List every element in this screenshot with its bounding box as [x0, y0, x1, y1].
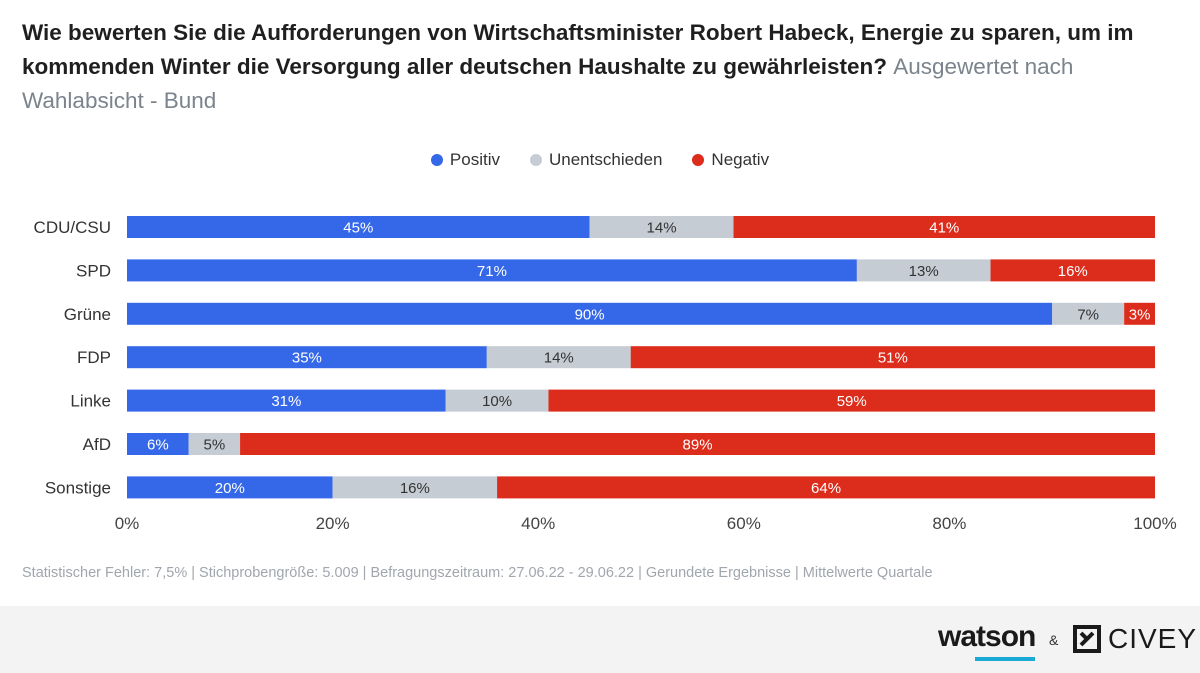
data-label-sonstige-positiv: 20% — [215, 480, 245, 497]
data-label-gr-ne-negativ: 3% — [1129, 306, 1151, 323]
bar-linke-unentschieden — [445, 389, 549, 412]
legend-dot-negativ — [692, 154, 705, 166]
footnote: Statistischer Fehler: 7,5% | Stichproben… — [22, 565, 933, 581]
bar-gr-ne-negativ — [1124, 302, 1155, 325]
x-tick-label-0: 0% — [115, 514, 140, 533]
legend-label-negativ: Negativ — [711, 150, 770, 169]
data-label-sonstige-negativ: 64% — [811, 480, 841, 497]
data-label-sonstige-unentschieden: 16% — [400, 480, 430, 497]
civey-logo-text: CIVEY — [1108, 623, 1198, 654]
legend-label-unentschieden: Unentschieden — [549, 150, 663, 169]
chart-title: Wie bewerten Sie die Aufforderungen von … — [22, 16, 1172, 118]
data-label-afd-unentschieden: 5% — [204, 437, 226, 454]
bar-sonstige-negativ — [497, 476, 1156, 499]
bar-gr-ne-unentschieden — [1052, 302, 1125, 325]
category-label-sonstige: Sonstige — [45, 478, 111, 497]
data-label-cdu-csu-unentschieden: 14% — [647, 220, 677, 237]
bar-fdp-negativ — [630, 346, 1155, 369]
category-label-cdu-csu: CDU/CSU — [34, 218, 111, 237]
data-label-fdp-unentschieden: 14% — [544, 350, 574, 367]
bar-sonstige-unentschieden — [332, 476, 498, 499]
data-label-gr-ne-unentschieden: 7% — [1077, 306, 1099, 323]
data-label-afd-positiv: 6% — [147, 437, 169, 454]
civey-logo[interactable]: CIVEY — [1072, 623, 1197, 655]
data-label-linke-negativ: 59% — [837, 393, 867, 410]
legend-label-positiv: Positiv — [449, 150, 500, 169]
watson-logo-text: watson — [938, 620, 1036, 653]
stacked-bar-chart: CDU/CSU 45% 14% 41% SPD 71% 13% 16% Grüne 90% 7% 3%… — [34, 216, 1177, 533]
bar-afd-negativ — [240, 433, 1155, 455]
legend-dot-unentschieden — [530, 154, 542, 166]
legend-dot-positiv — [430, 154, 443, 166]
bar-cdu-csu-unentschieden — [589, 216, 734, 238]
legend-item-positiv[interactable]: Positiv — [430, 150, 500, 170]
x-tick-label-1: 20% — [316, 514, 350, 533]
bar-fdp-positiv — [127, 346, 487, 369]
watson-logo[interactable]: watson — [938, 620, 1036, 661]
bar-cdu-csu-negativ — [733, 216, 1155, 238]
bar-afd-unentschieden — [188, 433, 241, 455]
category-label-afd: AfD — [83, 435, 111, 454]
x-tick-label-4: 80% — [932, 514, 966, 533]
data-label-spd-positiv: 71% — [477, 263, 507, 280]
brand-ampersand: & — [1049, 632, 1059, 648]
category-label-gr-ne: Grüne — [64, 305, 111, 324]
bar-spd-unentschieden — [856, 259, 991, 282]
legend-item-negativ[interactable]: Negativ — [692, 150, 769, 170]
data-label-spd-unentschieden: 13% — [909, 263, 939, 280]
data-label-fdp-negativ: 51% — [878, 350, 908, 367]
bar-spd-negativ — [990, 259, 1155, 282]
legend: Positiv Unentschieden Negativ — [0, 150, 1200, 170]
bar-afd-positiv — [127, 433, 189, 455]
data-label-cdu-csu-positiv: 45% — [343, 220, 373, 237]
bar-linke-positiv — [127, 389, 446, 412]
x-tick-label-5: 100% — [1133, 514, 1176, 533]
data-label-linke-unentschieden: 10% — [482, 393, 512, 410]
data-label-cdu-csu-negativ: 41% — [929, 220, 959, 237]
category-label-spd: SPD — [76, 261, 111, 280]
title-subtitle: Ausgewertet nach Wahlabsicht - Bund — [22, 54, 1074, 113]
category-label-fdp: FDP — [77, 348, 111, 367]
legend-item-unentschieden[interactable]: Unentschieden — [530, 150, 662, 170]
watson-logo-underline — [975, 657, 1035, 661]
data-label-fdp-positiv: 35% — [292, 350, 322, 367]
x-tick-label-3: 60% — [727, 514, 761, 533]
category-label-linke: Linke — [70, 392, 111, 411]
bar-fdp-unentschieden — [486, 346, 631, 369]
x-tick-label-2: 40% — [521, 514, 555, 533]
data-label-spd-negativ: 16% — [1058, 263, 1088, 280]
bar-linke-negativ — [548, 389, 1155, 412]
title-main: Wie bewerten Sie die Aufforderungen von … — [22, 20, 1134, 79]
bar-gr-ne-positiv — [127, 302, 1053, 325]
civey-logo-icon — [1073, 625, 1101, 653]
data-label-linke-positiv: 31% — [271, 393, 301, 410]
bar-sonstige-positiv — [127, 476, 333, 499]
bar-cdu-csu-positiv — [127, 216, 590, 238]
footer-brand-bar: watson & CIVEY — [0, 606, 1200, 673]
data-label-afd-negativ: 89% — [683, 437, 713, 454]
data-label-gr-ne-positiv: 90% — [575, 306, 605, 323]
bar-spd-positiv — [127, 259, 857, 282]
